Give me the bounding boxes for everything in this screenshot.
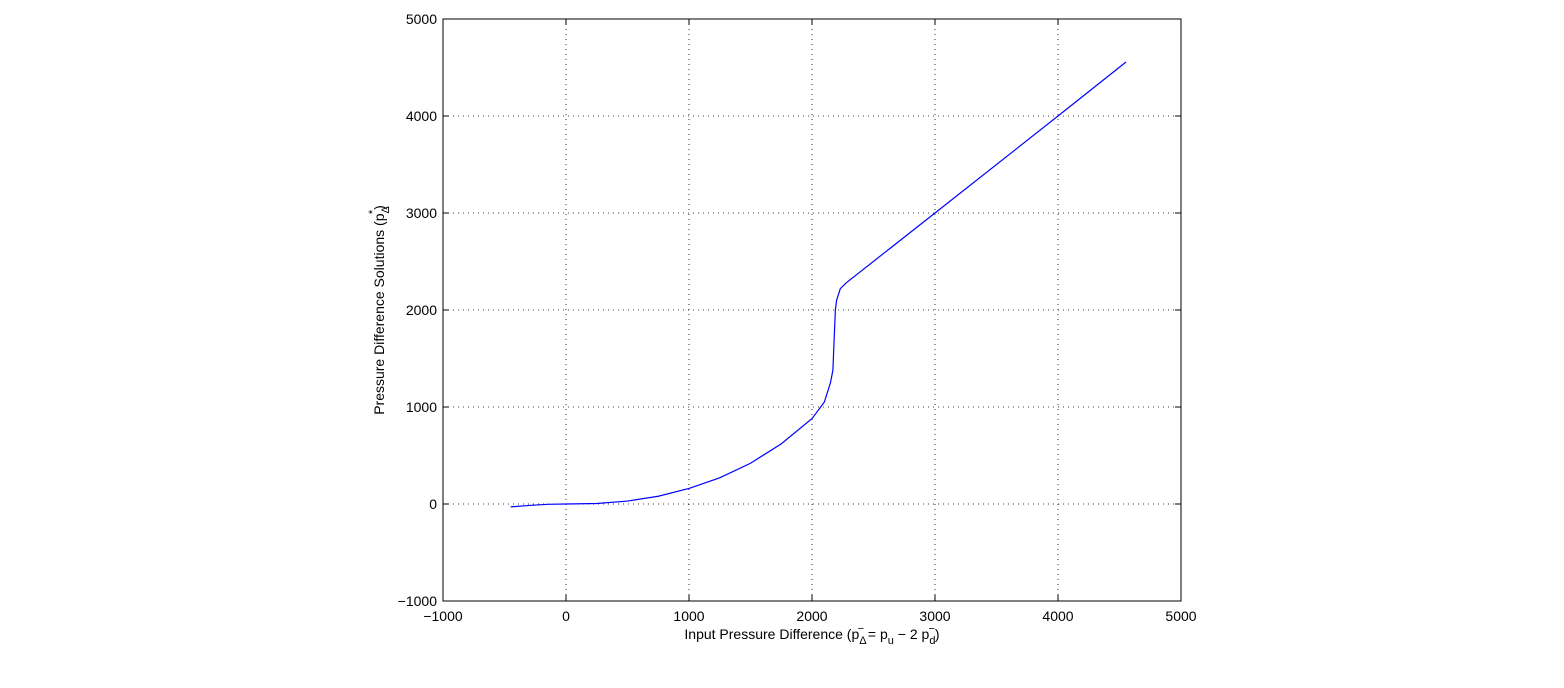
y-axis-label: Pressure Difference Solutions (pΔ*) <box>367 205 392 415</box>
x-axis-label-part: − <box>858 623 864 635</box>
x-axis-label-part: ) <box>935 626 940 642</box>
x-tick-label: 1000 <box>673 608 704 624</box>
data-line <box>510 61 1127 508</box>
x-axis-label: Input Pressure Difference (pΔ− = pu − 2 … <box>684 623 939 647</box>
x-axis-label-part: d <box>929 635 935 647</box>
x-axis-label-part: − <box>928 623 934 635</box>
plot-frame <box>442 18 1182 602</box>
x-tick-label: 2000 <box>796 608 827 624</box>
y-tick-label: 4000 <box>406 108 437 124</box>
x-axis-label-part: Δ <box>859 635 867 647</box>
x-axis-label-part: − 2 p <box>894 626 930 642</box>
x-axis-label-part: Input Pressure Difference (p <box>684 626 859 642</box>
y-axis-label-part: * <box>367 209 379 214</box>
y-tick-label: 5000 <box>406 11 437 27</box>
x-tick-label: 5000 <box>1165 608 1196 624</box>
y-tick-label: 3000 <box>406 205 437 221</box>
y-tick-label: 1000 <box>406 399 437 415</box>
x-tick-label: 4000 <box>1042 608 1073 624</box>
y-tick-label: 2000 <box>406 302 437 318</box>
x-tick-label: −1000 <box>423 608 463 624</box>
x-tick-label: 3000 <box>919 608 950 624</box>
x-axis-label-part: u <box>888 635 894 647</box>
x-axis-label-part: = p <box>864 626 888 642</box>
y-tick-label: −1000 <box>398 593 438 609</box>
x-tick-label: 0 <box>562 608 570 624</box>
y-tick-label: 0 <box>429 496 437 512</box>
y-axis-label-part: Δ <box>380 206 392 214</box>
y-axis-label-part: ) <box>371 205 387 210</box>
y-axis-label-part: Pressure Difference Solutions (p <box>371 213 387 414</box>
